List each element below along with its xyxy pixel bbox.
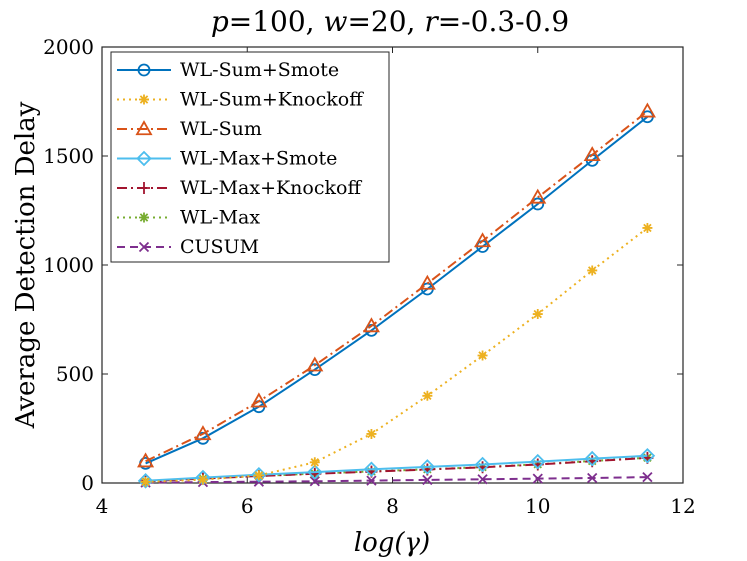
legend: WL-Sum+Smote WL-Sum+Knockoff WL-Sum WL-Max+… (110, 51, 390, 263)
data-point (363, 461, 380, 478)
series-line (145, 454, 648, 482)
series-line (145, 476, 648, 484)
data-point (532, 473, 543, 484)
y-axis-ticks: 0 500 1000 1500 2000 (43, 35, 683, 495)
data-point (529, 188, 547, 204)
x-tick-label: 12 (670, 494, 695, 518)
x-axis-label: log(γ) (354, 528, 430, 558)
data-point (307, 464, 323, 480)
series-wl-max-smote (137, 447, 656, 489)
data-point (587, 472, 598, 484)
data-point (251, 466, 267, 483)
data-point (531, 197, 545, 211)
legend-marker (137, 63, 151, 77)
x-axis-ticks: 4 6 8 10 12 (96, 47, 696, 518)
x-tick-label: 8 (386, 494, 399, 518)
data-point (309, 476, 320, 487)
data-point (366, 475, 377, 486)
legend-box (110, 51, 390, 263)
data-point (419, 459, 436, 475)
data-point (642, 222, 653, 233)
data-point (639, 447, 656, 464)
legend-label: CUSUM (180, 236, 259, 258)
x-tick-label: 4 (96, 494, 109, 518)
data-point (140, 476, 151, 487)
legend-marker (138, 182, 150, 194)
data-point (137, 452, 155, 468)
data-point (422, 390, 433, 401)
data-point (642, 471, 653, 483)
data-point (474, 232, 492, 248)
data-point (477, 474, 488, 485)
legend-label: WL-Sum (180, 118, 262, 140)
data-point (584, 450, 600, 467)
data-point (418, 274, 436, 290)
x-tick-label: 10 (525, 494, 550, 518)
legend-label: WL-Sum+Knockoff (180, 89, 364, 111)
y-axis-label: Average Detection Delay (11, 101, 41, 429)
data-point (477, 350, 488, 361)
legend-label: WL-Sum+Smote (180, 59, 339, 81)
data-point (309, 457, 320, 468)
legend-marker (136, 150, 152, 167)
series-line (145, 116, 649, 465)
data-point (253, 470, 264, 481)
data-point (197, 474, 208, 485)
data-point (638, 102, 656, 118)
chart-title: p=100, w=20, r=-0.3-0.9 (211, 5, 569, 38)
data-point (250, 392, 268, 408)
data-point (529, 453, 546, 470)
data-point (532, 309, 543, 320)
legend-marker (139, 94, 149, 105)
y-tick-label: 1500 (43, 144, 94, 168)
data-point (422, 474, 433, 486)
data-point (583, 146, 601, 162)
legend-label: WL-Max+Knockoff (180, 177, 362, 199)
y-tick-label: 0 (81, 471, 94, 495)
data-point (194, 425, 212, 441)
data-point (362, 317, 380, 333)
x-tick-label: 6 (241, 494, 254, 518)
y-tick-label: 2000 (43, 35, 94, 59)
data-point (366, 428, 377, 439)
data-point (587, 265, 598, 276)
y-tick-label: 1000 (43, 253, 94, 277)
y-tick-label: 500 (56, 362, 94, 386)
legend-marker (139, 212, 149, 223)
legend-label: WL-Max (180, 207, 260, 229)
series-line (145, 110, 649, 463)
series-wl-sum (137, 102, 656, 468)
data-point (306, 356, 324, 372)
legend-label: WL-Max+Smote (180, 148, 337, 170)
series-wl-sum-knockoff (140, 222, 653, 487)
legend-marker (138, 241, 150, 253)
legend-marker (135, 120, 153, 136)
series-line (145, 227, 649, 483)
data-point (137, 473, 154, 489)
series-layer (137, 102, 656, 489)
data-point (474, 456, 491, 473)
